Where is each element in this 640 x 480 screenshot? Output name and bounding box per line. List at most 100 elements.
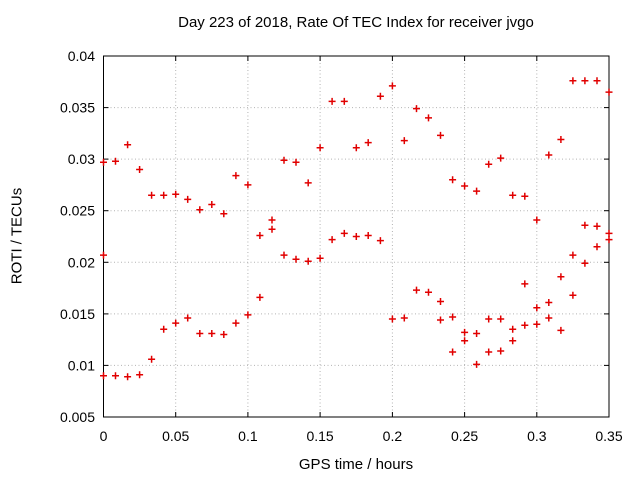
x-tick-label: 0.15 [306, 428, 333, 444]
data-point-marker [364, 232, 372, 239]
x-tick-label: 0.3 [527, 428, 547, 444]
data-point-marker [425, 288, 432, 296]
data-point-marker [112, 157, 119, 165]
data-point-marker [328, 236, 336, 244]
data-point-marker [473, 360, 481, 368]
data-point-marker [172, 190, 180, 198]
data-point-marker [605, 229, 613, 237]
data-point-marker [413, 105, 420, 113]
data-point-marker [148, 191, 156, 199]
y-tick-label: 0.03 [68, 151, 95, 167]
data-point-marker [533, 320, 541, 328]
data-point-marker [100, 372, 107, 380]
data-point-marker [437, 131, 444, 139]
data-point-marker [509, 325, 517, 333]
data-point-marker [449, 176, 457, 184]
data-point-marker [521, 192, 529, 200]
data-point-marker [437, 316, 444, 324]
data-point-marker [461, 328, 469, 336]
data-point-marker [124, 141, 132, 149]
chart-title: Day 223 of 2018, Rate Of TEC Index for r… [178, 14, 534, 31]
x-tick-label: 0.1 [238, 428, 258, 444]
data-point-marker [605, 88, 613, 96]
y-tick-label: 0.04 [68, 48, 95, 64]
data-point-marker [124, 373, 132, 381]
data-point-marker [100, 251, 107, 259]
data-point-marker [376, 92, 384, 100]
data-point-marker [485, 160, 493, 168]
data-point-marker [581, 259, 589, 267]
data-point-marker [533, 216, 541, 224]
data-point-marker [473, 330, 481, 337]
data-point-marker [545, 314, 553, 322]
data-point-marker [328, 97, 336, 105]
data-point-marker [148, 355, 156, 363]
data-point-marker [316, 254, 324, 262]
y-tick-label: 0.025 [60, 203, 95, 219]
data-point-marker [352, 233, 360, 240]
y-tick-label: 0.01 [68, 357, 95, 373]
data-point-marker [425, 114, 432, 122]
x-tick-label: 0 [100, 428, 108, 444]
data-point-marker [280, 251, 288, 259]
data-point-marker [304, 257, 312, 265]
data-point-marker [413, 286, 420, 294]
data-point-marker [485, 348, 493, 356]
data-point-marker [256, 232, 264, 239]
data-point-marker [497, 315, 505, 323]
data-point-marker [220, 331, 228, 338]
data-point-marker [256, 293, 264, 301]
y-tick-label: 0.005 [60, 409, 95, 425]
data-point-marker [461, 182, 469, 190]
data-point-marker [208, 330, 216, 337]
data-point-marker [581, 221, 589, 229]
x-tick-label: 0.35 [595, 428, 622, 444]
data-point-marker [364, 139, 372, 147]
data-point-marker [376, 237, 384, 245]
data-point-marker [268, 225, 276, 233]
data-point-marker [521, 280, 529, 288]
data-point-marker [172, 319, 180, 327]
data-point-marker [100, 158, 107, 166]
data-point-marker [244, 311, 252, 319]
data-point-marker [557, 136, 565, 143]
data-point-marker [388, 315, 396, 323]
y-tick-label: 0.015 [60, 306, 95, 322]
data-point-marker [340, 97, 348, 105]
data-point-marker [509, 337, 517, 345]
data-point-marker [593, 77, 601, 85]
data-point-marker [485, 315, 493, 323]
data-point-marker [208, 201, 216, 208]
data-point-marker [316, 144, 324, 152]
data-point-marker [292, 158, 300, 166]
data-point-marker [184, 195, 192, 203]
data-point-marker [160, 325, 168, 333]
y-tick-label: 0.035 [60, 100, 95, 116]
data-point-marker [437, 298, 444, 305]
x-tick-label: 0.2 [383, 428, 403, 444]
data-point-marker [449, 313, 457, 321]
data-point-marker [569, 291, 577, 299]
data-point-marker [400, 137, 408, 145]
data-point-marker [581, 77, 589, 85]
data-point-marker [244, 181, 252, 189]
data-point-marker [340, 229, 348, 237]
data-point-marker [352, 144, 360, 152]
data-point-marker [521, 321, 529, 329]
x-axis-label: GPS time / hours [298, 456, 414, 473]
data-point-marker [304, 179, 312, 187]
data-point-marker [497, 347, 505, 355]
data-point-marker [196, 330, 204, 337]
data-point-marker [232, 172, 240, 180]
data-point-marker [473, 187, 481, 195]
data-point-marker [545, 299, 553, 306]
data-point-marker [533, 304, 541, 312]
data-point-marker [545, 151, 553, 159]
data-point-marker [232, 319, 240, 327]
data-point-marker [136, 166, 144, 173]
data-point-marker [449, 348, 457, 356]
data-point-marker [557, 273, 565, 281]
x-tick-label: 0.05 [162, 428, 189, 444]
